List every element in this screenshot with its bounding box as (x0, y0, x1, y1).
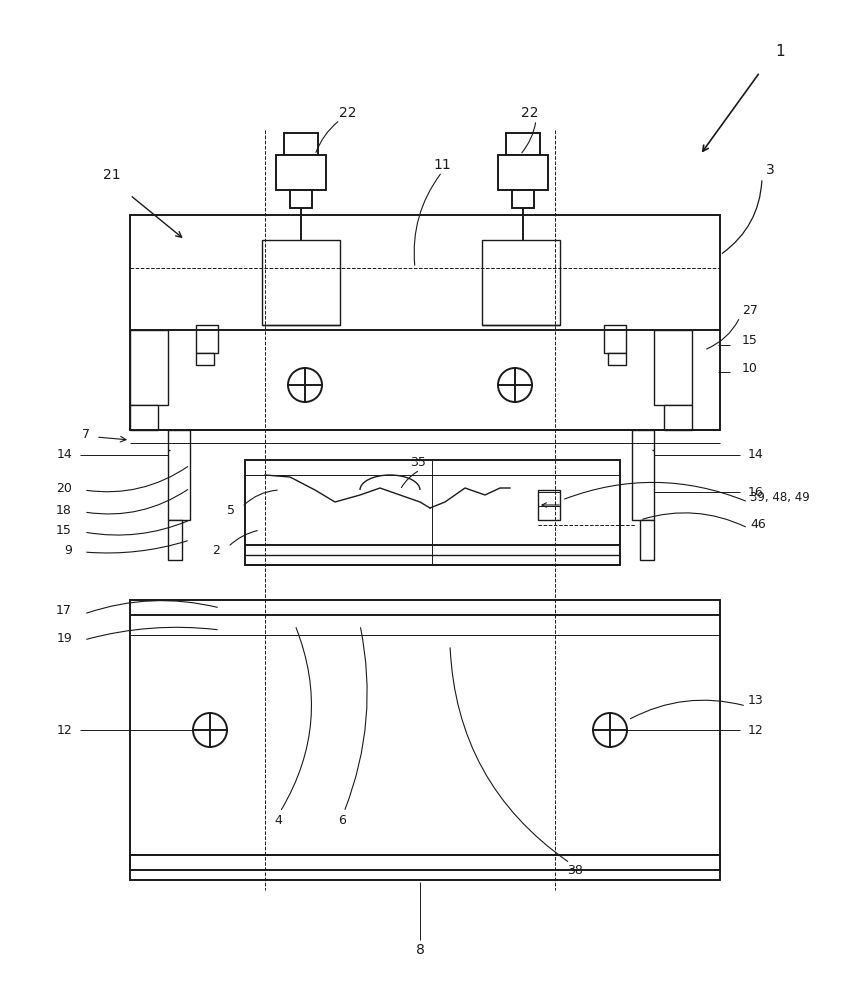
Text: 22: 22 (522, 106, 538, 120)
Bar (632, 430, 654, 520)
Bar (608, 353, 626, 365)
Text: 9: 9 (64, 544, 72, 556)
Bar (168, 430, 190, 520)
Bar (130, 215, 720, 430)
Text: 14: 14 (748, 448, 764, 462)
Text: 21: 21 (103, 168, 121, 182)
Text: 13: 13 (748, 694, 764, 706)
Bar (130, 405, 158, 430)
Text: 5: 5 (227, 504, 235, 516)
Bar (245, 460, 620, 565)
Text: 22: 22 (339, 106, 357, 120)
Text: 10: 10 (742, 361, 758, 374)
Bar (276, 155, 326, 190)
Text: 18: 18 (56, 504, 72, 516)
Text: 8: 8 (415, 943, 425, 957)
Bar (664, 405, 692, 430)
Text: 12: 12 (57, 724, 72, 736)
Text: 19: 19 (57, 632, 72, 645)
Bar (196, 353, 214, 365)
Bar (284, 133, 318, 155)
Bar (130, 600, 720, 870)
Bar (168, 520, 182, 560)
Text: 4: 4 (274, 814, 282, 826)
Bar (512, 190, 534, 208)
Text: 11: 11 (433, 158, 451, 172)
Bar (654, 330, 692, 405)
Text: 20: 20 (56, 482, 72, 494)
Text: 46: 46 (750, 518, 766, 532)
Text: 17: 17 (56, 603, 72, 616)
Text: 7: 7 (82, 428, 90, 442)
Text: 39, 48, 49: 39, 48, 49 (750, 490, 809, 504)
Text: 12: 12 (748, 724, 764, 736)
Bar (130, 855, 720, 880)
Bar (538, 492, 560, 506)
Bar (604, 325, 626, 353)
Text: 1: 1 (775, 44, 785, 60)
Text: 15: 15 (56, 524, 72, 536)
Text: 27: 27 (742, 304, 758, 316)
Bar (538, 490, 560, 520)
Text: 15: 15 (742, 334, 758, 347)
Bar (196, 325, 218, 353)
Bar (506, 133, 540, 155)
Text: 14: 14 (57, 448, 72, 462)
Text: 6: 6 (338, 814, 346, 826)
Text: 16: 16 (748, 486, 764, 498)
Text: 38: 38 (567, 863, 583, 876)
Bar (640, 520, 654, 560)
Text: 2: 2 (212, 544, 220, 556)
Bar (130, 330, 168, 405)
Bar (482, 240, 560, 325)
Text: 3: 3 (766, 163, 775, 177)
Bar (262, 240, 340, 325)
Bar (498, 155, 548, 190)
Text: 35: 35 (410, 456, 426, 470)
Bar (290, 190, 312, 208)
